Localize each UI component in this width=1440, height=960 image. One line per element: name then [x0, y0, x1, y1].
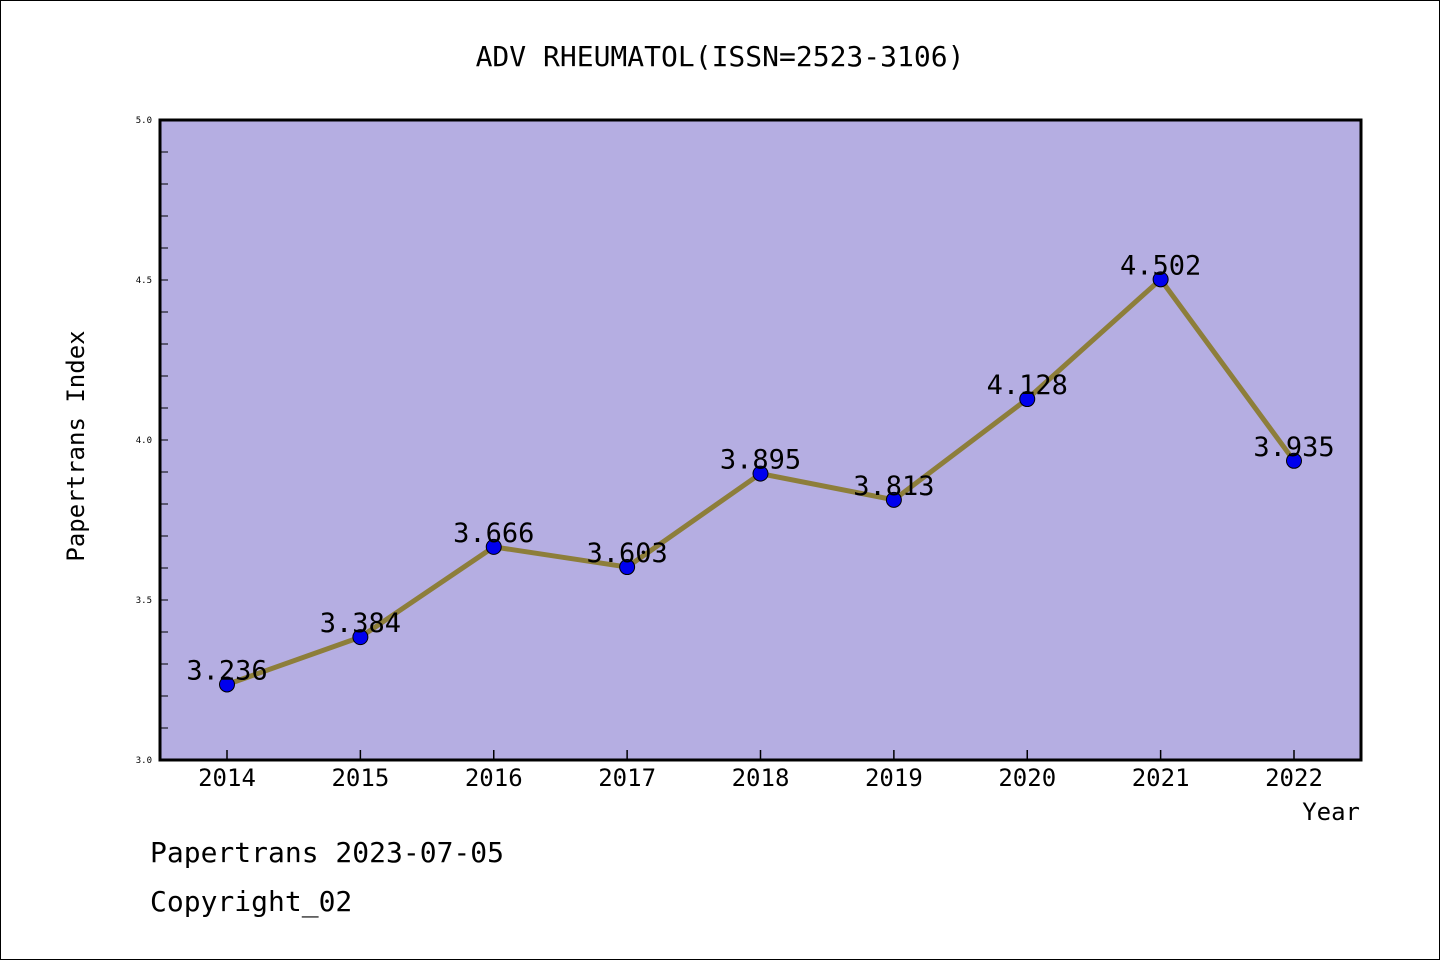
x-tick-label: 2021: [1132, 764, 1190, 792]
data-point: [219, 676, 235, 693]
x-tick-label: 2020: [998, 764, 1056, 792]
x-tick-label: 2016: [465, 764, 523, 792]
data-label: 3.935: [1253, 432, 1334, 463]
y-tick-label: 3.5: [136, 596, 152, 606]
chart-title: ADV RHEUMATOL(ISSN=2523-3106): [476, 40, 965, 73]
y-tick-label: 3.0: [136, 756, 152, 766]
x-tick-label: 2022: [1265, 764, 1323, 792]
x-tick-label: 2017: [598, 764, 656, 792]
x-tick-label: 2019: [865, 764, 923, 792]
x-axis-ticks: 2014 2015 2016 2017 2018 2019 2020 2021 2022: [198, 750, 1323, 792]
x-tick-label: 2014: [198, 764, 256, 792]
data-point: [485, 538, 502, 555]
data-label: 4.502: [1120, 250, 1201, 281]
data-point: [1286, 452, 1302, 469]
y-tick-label: 5.0: [136, 116, 152, 126]
y-tick-label: 4.5: [136, 276, 152, 286]
series-0: 3.236 3.384 3.666 3.603 3.895 3.813 4.128 4.502…: [186, 250, 1335, 693]
data-point: [352, 629, 369, 646]
y-axis-ticks: 3.0 3.5 4.0 4.5 5.0: [136, 116, 168, 766]
data-label: 3.603: [586, 538, 667, 569]
plot-area: [158, 118, 1363, 762]
data-label: 3.813: [853, 471, 934, 502]
data-point: [619, 559, 636, 576]
x-tick-label: 2015: [331, 764, 389, 792]
x-axis-label: Year: [1302, 798, 1360, 826]
data-point: [1152, 271, 1169, 288]
data-label: 3.236: [186, 655, 267, 686]
data-label: 3.384: [320, 608, 401, 639]
data-point: [752, 465, 769, 482]
data-point: [1019, 391, 1036, 408]
data-label: 4.128: [987, 370, 1068, 401]
footer-copyright: Copyright_02: [150, 885, 353, 918]
x-tick-label: 2018: [732, 764, 790, 792]
footer-date: Papertrans 2023-07-05: [150, 836, 505, 869]
y-tick-label: 4.0: [136, 436, 152, 446]
y-axis-label: Papertrans Index: [62, 330, 90, 561]
data-label: 3.895: [720, 445, 801, 476]
data-label: 3.666: [453, 518, 534, 549]
data-point: [885, 491, 902, 508]
